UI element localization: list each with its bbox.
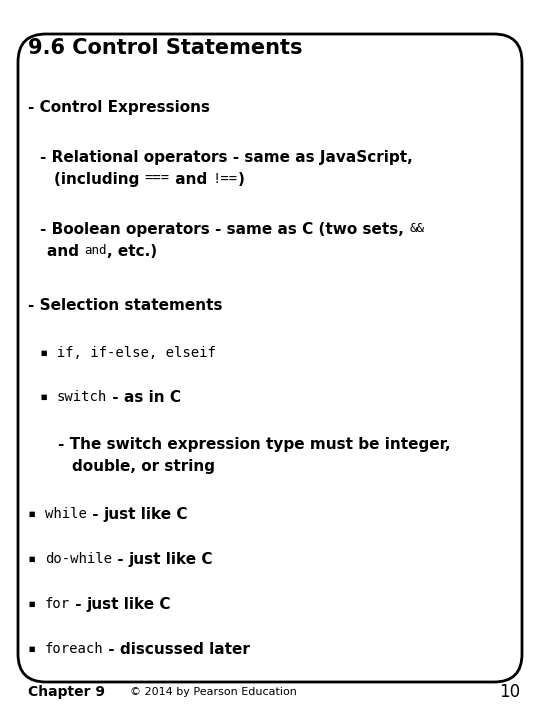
Text: 10: 10 (499, 683, 520, 701)
Text: and: and (84, 244, 107, 257)
Text: ): ) (238, 172, 244, 187)
Text: , etc.): , etc.) (107, 244, 157, 259)
Text: - Boolean operators - same as C (two sets,: - Boolean operators - same as C (two set… (40, 222, 409, 237)
Text: just like C: just like C (87, 597, 171, 612)
Text: -: - (103, 642, 120, 657)
Text: -: - (86, 507, 104, 522)
Text: !==: !== (212, 172, 238, 186)
Text: just like C: just like C (129, 552, 213, 567)
Text: ▪: ▪ (28, 507, 45, 521)
Text: 9.6 Control Statements: 9.6 Control Statements (28, 38, 302, 58)
Text: ▪: ▪ (28, 552, 45, 566)
Text: -: - (70, 597, 87, 612)
Text: just like C: just like C (104, 507, 188, 522)
Text: -: - (107, 390, 124, 405)
Text: ▪: ▪ (28, 597, 45, 611)
FancyBboxPatch shape (18, 34, 522, 682)
Text: do-while: do-while (45, 552, 112, 566)
Text: &&: && (409, 222, 424, 235)
Text: ===: === (145, 172, 170, 186)
Text: -: - (112, 552, 129, 567)
Text: and: and (47, 244, 84, 259)
Text: - Selection statements: - Selection statements (28, 298, 222, 313)
Text: ▪ if, if-else, elseif: ▪ if, if-else, elseif (40, 346, 216, 360)
Text: - Control Expressions: - Control Expressions (28, 100, 210, 115)
Text: while: while (45, 507, 86, 521)
Text: as in C: as in C (124, 390, 181, 405)
Text: switch: switch (57, 390, 107, 404)
Text: discussed later: discussed later (120, 642, 250, 657)
Text: Chapter 9: Chapter 9 (28, 685, 105, 699)
Text: ▪: ▪ (28, 642, 45, 656)
Text: ▪: ▪ (40, 390, 57, 404)
Text: foreach: foreach (45, 642, 103, 656)
Text: - Relational operators - same as JavaScript,: - Relational operators - same as JavaScr… (40, 150, 413, 165)
Text: (including: (including (54, 172, 145, 187)
Text: and: and (170, 172, 212, 187)
Text: © 2014 by Pearson Education: © 2014 by Pearson Education (130, 687, 297, 697)
Text: - The switch expression type must be integer,: - The switch expression type must be int… (58, 437, 450, 452)
Text: double, or string: double, or string (72, 459, 215, 474)
Text: for: for (45, 597, 70, 611)
